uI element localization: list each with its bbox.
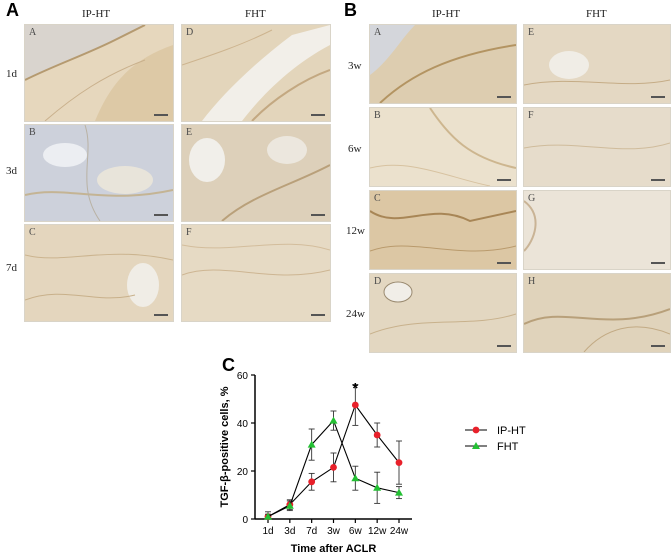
micrograph-b-24w-iph: D <box>369 273 517 353</box>
y-tick-label: 60 <box>237 371 249 382</box>
data-point <box>307 440 316 448</box>
sub-letter-b: B <box>374 110 381 121</box>
panel-b-row-label-3w: 3w <box>348 60 362 72</box>
micrograph-b-6w-iph: B <box>369 107 517 187</box>
panel-a-row-label-7d: 7d <box>6 262 17 274</box>
data-point <box>264 512 272 520</box>
panel-a-col-header-fht: FHT <box>245 8 266 20</box>
data-point <box>308 478 316 486</box>
micrograph-a-3d-fht: E <box>181 124 331 222</box>
sub-letter-c: C <box>29 227 36 238</box>
x-tick-label: 24w <box>390 526 409 537</box>
micrograph-b-12w-fht: G <box>523 190 671 270</box>
scale-bar <box>497 96 511 98</box>
panel-a-col-header-iph: IP-HT <box>82 8 111 20</box>
panel-b-col-header-fht: FHT <box>586 8 607 20</box>
sub-letter-d: D <box>186 27 194 38</box>
panel-a-row-label-3d: 3d <box>6 165 17 177</box>
panel-b-row-label-12w: 12w <box>346 225 365 237</box>
panel-b-col-header-iph: IP-HT <box>432 8 461 20</box>
legend-label: FHT <box>497 441 519 453</box>
sub-letter-g: G <box>528 193 536 204</box>
x-axis-label: Time after ACLR <box>291 543 377 555</box>
x-tick-label: 7d <box>306 526 317 537</box>
scale-bar <box>497 179 511 181</box>
legend-marker <box>472 426 480 434</box>
micrograph-b-12w-iph: C <box>369 190 517 270</box>
sub-letter-a: A <box>29 27 37 38</box>
micrograph-a-3d-iph: B <box>24 124 174 222</box>
x-tick-label: 1d <box>262 526 273 537</box>
sub-letter-a: A <box>374 27 382 38</box>
x-tick-label: 3w <box>327 526 341 537</box>
data-point <box>330 464 337 471</box>
chart-legend: IP-HT FHT <box>465 425 526 453</box>
data-point <box>351 401 359 409</box>
y-tick-label: 20 <box>237 467 249 478</box>
sub-letter-e: E <box>186 127 193 138</box>
micrograph-b-24w-fht: H <box>523 273 671 353</box>
panel-c-letter: C <box>222 355 235 375</box>
scale-bar <box>651 345 665 347</box>
data-point <box>395 459 403 466</box>
data-point <box>329 416 338 424</box>
legend-label: IP-HT <box>497 425 526 437</box>
micrograph-a-1d-iph: A <box>24 24 174 122</box>
data-point <box>395 488 403 496</box>
scale-bar <box>311 214 325 216</box>
panel-b-letter: B <box>344 0 357 20</box>
scale-bar <box>497 345 511 347</box>
data-point <box>373 483 382 491</box>
y-tick-label: 40 <box>237 419 249 430</box>
panel-a-row-label-1d: 1d <box>6 68 17 80</box>
panel-b-row-label-24w: 24w <box>346 308 365 320</box>
sub-letter-f: F <box>186 227 192 238</box>
micrograph-a-7d-fht: F <box>181 224 331 322</box>
sub-letter-f: F <box>528 110 534 121</box>
scale-bar <box>311 314 325 316</box>
x-tick-label: 3d <box>284 526 295 537</box>
data-point <box>351 474 360 482</box>
panel-a-letter: A <box>6 0 19 20</box>
scale-bar <box>497 262 511 264</box>
scale-bar <box>651 262 665 264</box>
sub-letter-b: B <box>29 127 36 138</box>
scale-bar <box>651 179 665 181</box>
scale-bar <box>154 114 168 116</box>
micrograph-b-3w-iph: A <box>369 24 517 104</box>
scale-bar <box>651 96 665 98</box>
x-tick-label: 12w <box>368 526 387 537</box>
chart-axes: 0 20 40 60 1d 3d 7d 3w 6w 12w 24w TGF-β-positive ce… <box>219 371 412 555</box>
significance-marker: * <box>352 380 358 397</box>
data-point <box>373 431 381 439</box>
panel-b-row-label-6w: 6w <box>348 143 362 155</box>
micrograph-b-3w-fht: E <box>523 24 671 104</box>
y-tick-label: 0 <box>242 515 248 526</box>
sub-letter-d: D <box>374 276 382 287</box>
scale-bar <box>154 314 168 316</box>
micrograph-a-7d-iph: C <box>24 224 174 322</box>
sub-letter-h: H <box>528 276 536 287</box>
sub-letter-c: C <box>374 193 381 204</box>
chart-series: * <box>264 380 403 520</box>
y-axis-label: TGF-β-positive cells, % <box>219 386 231 507</box>
data-point <box>285 501 294 509</box>
scale-bar <box>154 214 168 216</box>
sub-letter-e: E <box>528 27 535 38</box>
scale-bar <box>311 114 325 116</box>
micrograph-b-6w-fht: F <box>523 107 671 187</box>
legend-marker <box>472 442 480 449</box>
micrograph-a-1d-fht: D <box>181 24 331 122</box>
x-tick-label: 6w <box>349 526 363 537</box>
